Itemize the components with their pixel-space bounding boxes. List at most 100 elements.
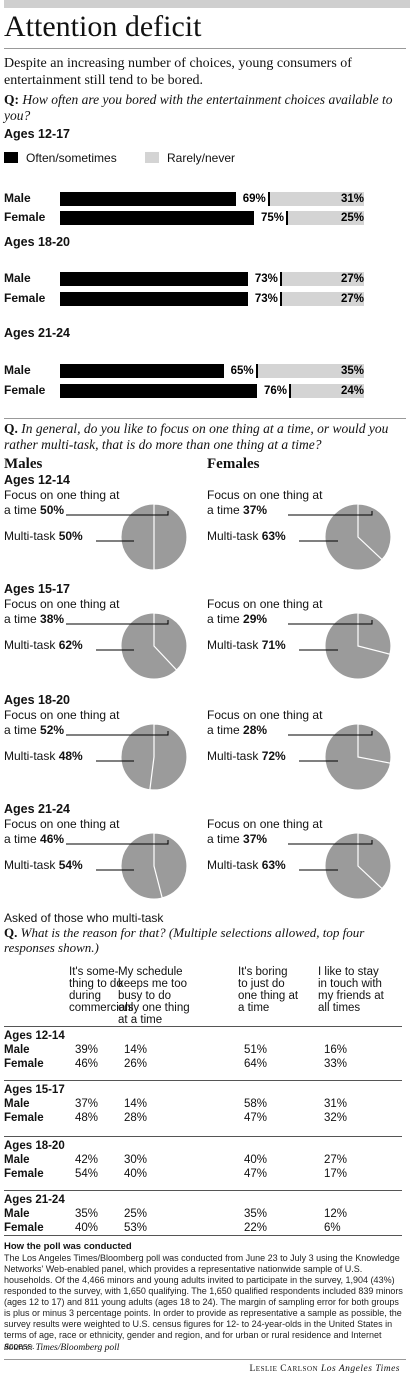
age-heading: Ages 21-24 — [4, 326, 71, 340]
table-separator — [4, 1235, 402, 1236]
table-column-header: only one thing — [118, 1002, 190, 1014]
question-3: Q. What is the reason for that? (Multipl… — [4, 925, 404, 955]
pie-multi-label-text: Multi-task — [4, 749, 56, 763]
bar-often-label: 65% — [223, 364, 256, 378]
question-1-text: How often are you bored with the enterta… — [4, 92, 393, 123]
table-column-header: It's boring — [238, 966, 288, 978]
pie-focus-slice — [153, 832, 188, 899]
pie-focus-slice — [357, 723, 392, 764]
pie-age-heading: Ages 12-14 — [4, 473, 71, 487]
legend-rarely-label: Rarely/never — [167, 151, 236, 165]
pie-focus-leader — [288, 620, 373, 625]
table-cell: 39% — [75, 1044, 99, 1056]
pie-focus-leader — [66, 511, 169, 516]
table-cell: 58% — [244, 1098, 268, 1110]
bar-rarely-label: 35% — [340, 365, 364, 377]
pie-multi-leader — [299, 540, 338, 542]
table-cell: 17% — [324, 1168, 348, 1180]
bar-row-label: Female — [4, 291, 46, 305]
table-cell: 40% — [244, 1154, 268, 1166]
question-2-prefix: Q. — [4, 421, 18, 436]
pie-focus-label-text: a time — [4, 723, 37, 737]
question-3-intro: Asked of those who multi-task — [4, 911, 164, 925]
table-age-heading: Ages 15-17 — [4, 1084, 65, 1096]
source-note: Source: Times/Bloomberg poll — [4, 1343, 120, 1353]
bar-often-segment — [60, 192, 270, 206]
question-1: Q: How often are you bored with the ente… — [4, 92, 404, 124]
pie-chart-female — [324, 503, 392, 571]
pie-age-heading: Ages 18-20 — [4, 693, 71, 707]
pie-focus-value: 37% — [243, 832, 268, 846]
pie-age-heading: Ages 15-17 — [4, 582, 71, 596]
legend-rarely-swatch — [145, 152, 159, 163]
table-cell: 26% — [124, 1058, 148, 1070]
credit-name: Leslie Carlson — [249, 1364, 319, 1374]
divider — [4, 418, 406, 419]
table-cell: 35% — [75, 1208, 99, 1220]
legend-often-label: Often/sometimes — [26, 151, 117, 165]
table-column-header: busy to do — [118, 990, 172, 1002]
table-row-label: Male — [4, 1044, 30, 1056]
table-cell: 28% — [124, 1112, 148, 1124]
pie-chart-female — [324, 612, 392, 680]
table-row-label: Male — [4, 1154, 30, 1166]
table-cell: 22% — [244, 1222, 268, 1234]
credit-org: Los Angeles Times — [320, 1364, 400, 1374]
bar-track: 73% 27% — [60, 272, 364, 286]
bar-track: 76% 24% — [60, 384, 364, 398]
pie-multi-label: Multi-task 50% — [4, 529, 83, 544]
question-3-text: What is the reason for that? (Multiple s… — [4, 925, 365, 955]
pie-multi-value: 54% — [58, 858, 83, 872]
pie-multi-value: 62% — [58, 638, 83, 652]
bar-often-label: 73% — [247, 272, 280, 286]
table-cell: 27% — [324, 1154, 348, 1166]
pie-focus-label: Focus on one thing at — [207, 708, 323, 722]
pie-focus-label: a time 52% — [4, 723, 64, 738]
pie-multi-leader — [96, 760, 134, 762]
bar-row-label: Female — [4, 210, 46, 224]
pie-focus-leader — [66, 731, 169, 736]
females-heading: Females — [207, 456, 260, 472]
table-age-heading: Ages 12-14 — [4, 1030, 65, 1042]
pie-multi-label: Multi-task 71% — [207, 638, 286, 653]
bar-rarely-label: 25% — [340, 212, 364, 224]
pie-chart-male — [120, 832, 188, 900]
pie-focus-value: 52% — [40, 723, 65, 737]
bar-often-label: 76% — [257, 384, 290, 398]
table-cell: 40% — [124, 1168, 148, 1180]
divider — [4, 1359, 406, 1360]
pie-multi-leader — [96, 869, 134, 871]
table-cell: 47% — [244, 1168, 268, 1180]
pie-focus-label-text: a time — [4, 832, 37, 846]
credit: Leslie Carlson Los Angeles Times — [249, 1364, 400, 1374]
pie-focus-leader — [66, 620, 169, 625]
pie-focus-label-text: a time — [207, 503, 240, 517]
pie-focus-label: Focus on one thing at — [4, 488, 120, 502]
intro-text: Despite an increasing number of choices,… — [4, 56, 352, 88]
table-column-header: my friends at — [318, 990, 384, 1002]
pie-focus-label: a time 37% — [207, 503, 267, 518]
bar-track: 65% 35% — [60, 364, 364, 378]
table-column-header: in touch with — [318, 978, 382, 990]
pie-multi-label-text: Multi-task — [4, 638, 56, 652]
pie-chart-male — [120, 723, 188, 791]
pie-multi-leader — [96, 649, 134, 651]
divider — [4, 48, 406, 49]
pie-multi-label: Multi-task 63% — [207, 858, 286, 873]
table-column-header: at a time — [118, 1014, 163, 1026]
bar-rarely-label: 24% — [340, 385, 364, 397]
pie-focus-label: a time 29% — [207, 612, 267, 627]
pie-focus-leader — [288, 511, 373, 516]
page-title: Attention deficit — [4, 10, 202, 43]
table-cell: 33% — [324, 1058, 348, 1070]
bar-often-segment — [60, 211, 288, 225]
pie-focus-label-text: a time — [4, 612, 37, 626]
pie-focus-value: 38% — [40, 612, 65, 626]
table-row-label: Male — [4, 1208, 30, 1220]
pie-focus-value: 46% — [40, 832, 65, 846]
table-separator — [4, 1080, 402, 1081]
pie-chart-female — [324, 832, 392, 900]
table-cell: 53% — [124, 1222, 148, 1234]
males-heading: Males — [4, 456, 43, 472]
pie-focus-leader — [66, 840, 169, 845]
